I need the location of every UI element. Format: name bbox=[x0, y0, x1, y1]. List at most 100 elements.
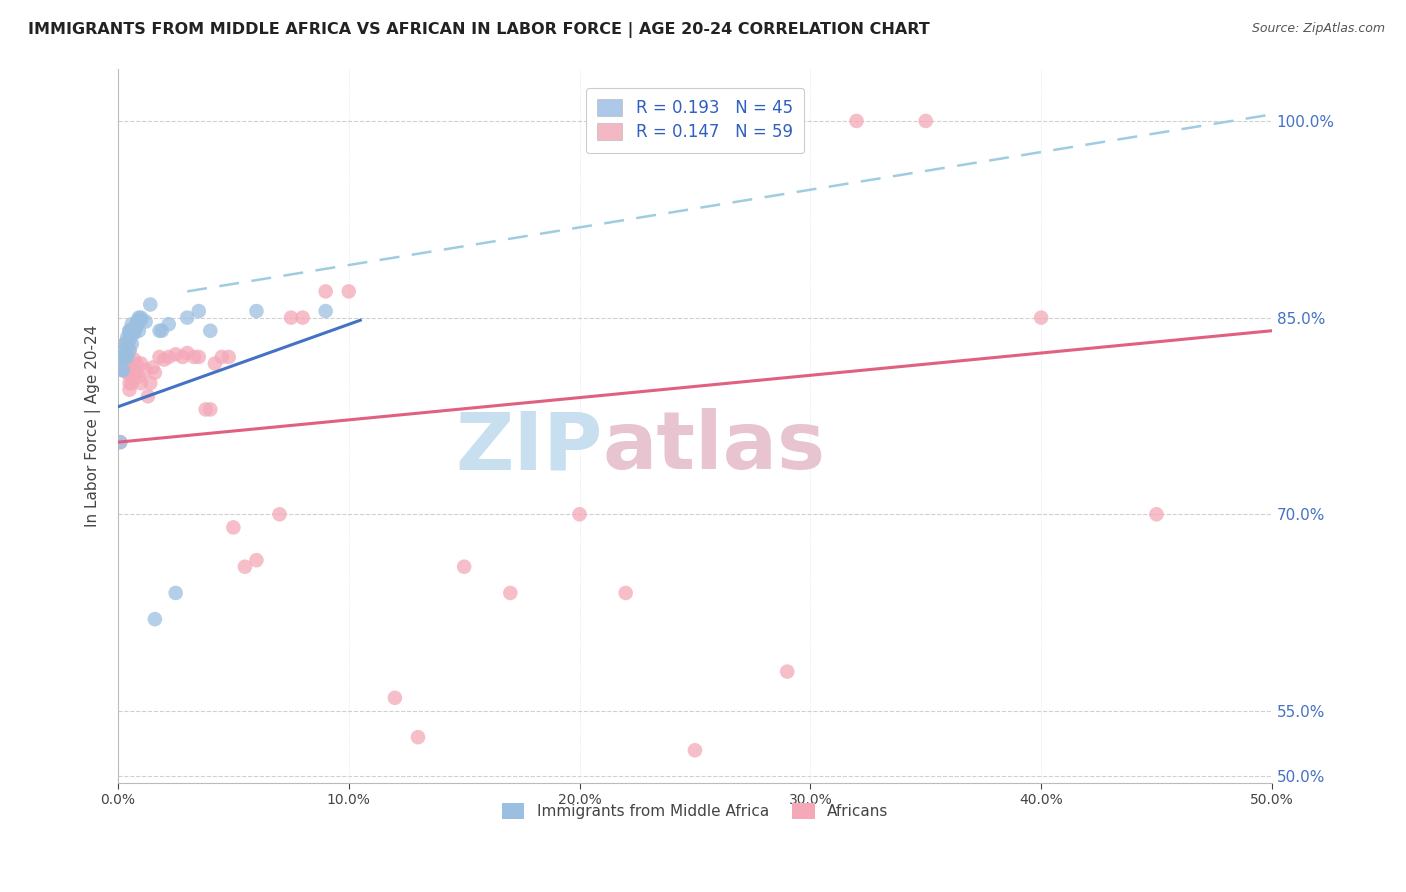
Point bbox=[114, 336, 136, 351]
Point bbox=[406, 730, 429, 744]
Point bbox=[143, 366, 166, 380]
Point bbox=[118, 326, 141, 341]
Point bbox=[118, 366, 141, 380]
Point bbox=[118, 333, 141, 347]
Point bbox=[157, 350, 180, 364]
Point bbox=[114, 336, 136, 351]
Point bbox=[614, 586, 637, 600]
Point bbox=[176, 310, 198, 325]
Point bbox=[129, 313, 152, 327]
Point bbox=[129, 357, 152, 371]
Point bbox=[157, 317, 180, 331]
Point bbox=[121, 326, 143, 341]
Point bbox=[121, 324, 143, 338]
Point bbox=[135, 314, 157, 328]
Point bbox=[118, 343, 141, 358]
Point bbox=[111, 363, 134, 377]
Point bbox=[115, 366, 138, 380]
Point bbox=[218, 350, 240, 364]
Point bbox=[222, 520, 245, 534]
Point bbox=[114, 343, 136, 358]
Point bbox=[115, 350, 138, 364]
Point bbox=[118, 324, 141, 338]
Point bbox=[211, 350, 233, 364]
Point bbox=[165, 586, 187, 600]
Point bbox=[115, 363, 138, 377]
Point bbox=[118, 324, 141, 338]
Point bbox=[291, 310, 314, 325]
Point bbox=[337, 285, 360, 299]
Point bbox=[187, 350, 209, 364]
Point bbox=[142, 360, 165, 375]
Point bbox=[111, 350, 134, 364]
Point bbox=[111, 363, 134, 377]
Point bbox=[1029, 310, 1052, 325]
Text: IMMIGRANTS FROM MIDDLE AFRICA VS AFRICAN IN LABOR FORCE | AGE 20-24 CORRELATION : IMMIGRANTS FROM MIDDLE AFRICA VS AFRICAN… bbox=[28, 22, 929, 38]
Point bbox=[233, 559, 256, 574]
Point bbox=[315, 304, 337, 318]
Point bbox=[200, 402, 222, 417]
Point bbox=[121, 324, 143, 338]
Point bbox=[245, 304, 267, 318]
Point bbox=[115, 336, 138, 351]
Point bbox=[150, 324, 173, 338]
Point bbox=[136, 389, 159, 403]
Point bbox=[194, 402, 217, 417]
Point bbox=[845, 114, 868, 128]
Point bbox=[172, 350, 194, 364]
Point bbox=[204, 357, 226, 371]
Text: atlas: atlas bbox=[603, 409, 825, 486]
Point bbox=[129, 376, 152, 391]
Point bbox=[269, 508, 291, 522]
Point bbox=[776, 665, 799, 679]
Point bbox=[111, 363, 134, 377]
Point bbox=[118, 376, 141, 391]
Point bbox=[128, 369, 150, 384]
Point bbox=[118, 343, 141, 358]
Point bbox=[110, 435, 132, 450]
Point bbox=[115, 330, 138, 344]
Point bbox=[114, 350, 136, 364]
Point bbox=[110, 435, 132, 450]
Point bbox=[111, 350, 134, 364]
Text: ZIP: ZIP bbox=[456, 409, 603, 486]
Point bbox=[125, 357, 148, 371]
Point bbox=[153, 352, 176, 367]
Point bbox=[139, 376, 162, 391]
Point bbox=[125, 317, 148, 331]
Point bbox=[683, 743, 706, 757]
Point bbox=[121, 369, 143, 384]
Point bbox=[128, 310, 150, 325]
Point bbox=[139, 297, 162, 311]
Point bbox=[121, 317, 143, 331]
Point bbox=[114, 350, 136, 364]
Point bbox=[384, 690, 406, 705]
Point bbox=[128, 324, 150, 338]
Point bbox=[1146, 508, 1168, 522]
Point bbox=[121, 324, 143, 338]
Y-axis label: In Labor Force | Age 20-24: In Labor Force | Age 20-24 bbox=[86, 325, 101, 527]
Point bbox=[143, 612, 166, 626]
Point bbox=[122, 360, 145, 375]
Point bbox=[121, 376, 143, 391]
Point bbox=[165, 347, 187, 361]
Point bbox=[914, 114, 936, 128]
Point bbox=[121, 336, 143, 351]
Point bbox=[176, 346, 198, 360]
Legend: Immigrants from Middle Africa, Africans: Immigrants from Middle Africa, Africans bbox=[495, 797, 894, 825]
Point bbox=[125, 319, 148, 334]
Point bbox=[245, 553, 267, 567]
Point bbox=[122, 326, 145, 341]
Point bbox=[499, 586, 522, 600]
Point bbox=[148, 350, 170, 364]
Point bbox=[128, 313, 150, 327]
Point bbox=[183, 350, 205, 364]
Point bbox=[122, 352, 145, 367]
Point bbox=[122, 324, 145, 338]
Point bbox=[280, 310, 302, 325]
Point bbox=[453, 559, 475, 574]
Point bbox=[200, 324, 222, 338]
Point bbox=[187, 304, 209, 318]
Point bbox=[125, 366, 148, 380]
Point bbox=[125, 317, 148, 331]
